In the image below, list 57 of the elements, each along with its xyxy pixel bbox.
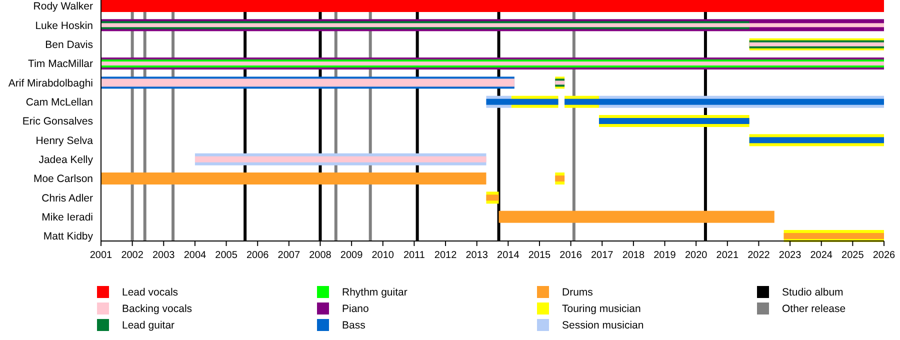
- y-tick-label: Jadea Kelly: [38, 154, 94, 166]
- x-tick-label: 2012: [434, 250, 458, 261]
- x-tick-label: 2002: [121, 250, 144, 261]
- x-tick-label: 2009: [340, 250, 364, 261]
- legend-label: Drums: [562, 286, 593, 299]
- x-tick-label: 2022: [748, 250, 770, 261]
- x-tick-label: 2008: [309, 250, 332, 261]
- x-tick-label: 2001: [90, 250, 113, 261]
- x-tick-label: 2023: [778, 250, 802, 261]
- x-tick-label: 2019: [654, 250, 676, 261]
- bar: [564, 98, 884, 105]
- y-tick-label: Ben Davis: [45, 39, 93, 52]
- x-tick-label: 2016: [560, 250, 582, 261]
- bar: [101, 0, 884, 12]
- y-tick-label: Chris Adler: [42, 192, 94, 204]
- x-tick-label: 2011: [403, 250, 426, 261]
- x-tick-label: 2021: [716, 250, 739, 261]
- bar: [486, 98, 558, 105]
- x-tick-label: 2014: [497, 250, 520, 261]
- y-tick-label: Cam McLellan: [26, 96, 94, 109]
- y-tick-label: Arif Mirabdolbaghi: [8, 77, 93, 90]
- legend-label: Other release: [782, 303, 846, 316]
- y-tick-label: Matt Kidby: [43, 230, 94, 243]
- legend-label: Backing vocals: [122, 303, 192, 316]
- x-tick-label: 2010: [372, 250, 394, 261]
- y-tick-label: Moe Carlson: [33, 173, 94, 186]
- x-tick-label: 2015: [528, 250, 552, 261]
- bar: [555, 176, 565, 182]
- y-tick-label: Rody Walker: [33, 0, 94, 13]
- x-tick-label: 2024: [810, 250, 833, 261]
- legend-label: Lead guitar: [122, 320, 176, 332]
- x-tick-label: 2018: [622, 250, 645, 261]
- bar: [101, 23, 884, 28]
- x-tick-label: 2017: [590, 250, 614, 261]
- x-tick-label: 2013: [466, 250, 488, 261]
- legend-label: Lead vocals: [122, 286, 178, 299]
- x-tick-label: 2020: [684, 250, 708, 261]
- y-tick-label: Henry Selva: [36, 134, 94, 147]
- legend-label: Studio album: [782, 286, 844, 299]
- legend-label: Touring musician: [562, 303, 641, 316]
- legend-label: Rhythm guitar: [342, 286, 408, 299]
- y-tick-label: Tim MacMillar: [28, 58, 94, 70]
- x-tick-label: 2006: [246, 250, 270, 261]
- bar: [749, 137, 884, 144]
- x-tick-label: 2007: [278, 250, 300, 261]
- legend-label: Session musician: [562, 320, 644, 332]
- x-tick-label: 2005: [215, 250, 238, 261]
- bar: [598, 118, 750, 124]
- x-tick-label: 2003: [152, 250, 176, 261]
- x-tick-label: 2025: [842, 250, 864, 261]
- legend-label: Piano: [342, 303, 370, 316]
- y-tick-label: Eric Gonsalves: [22, 116, 93, 128]
- y-tick-label: Mike Ieradi: [42, 212, 93, 224]
- y-tick-label: Luke Hoskin: [35, 20, 94, 32]
- x-tick-label: 2026: [872, 250, 896, 261]
- legend-label: Bass: [342, 320, 366, 332]
- x-tick-label: 2004: [184, 250, 207, 261]
